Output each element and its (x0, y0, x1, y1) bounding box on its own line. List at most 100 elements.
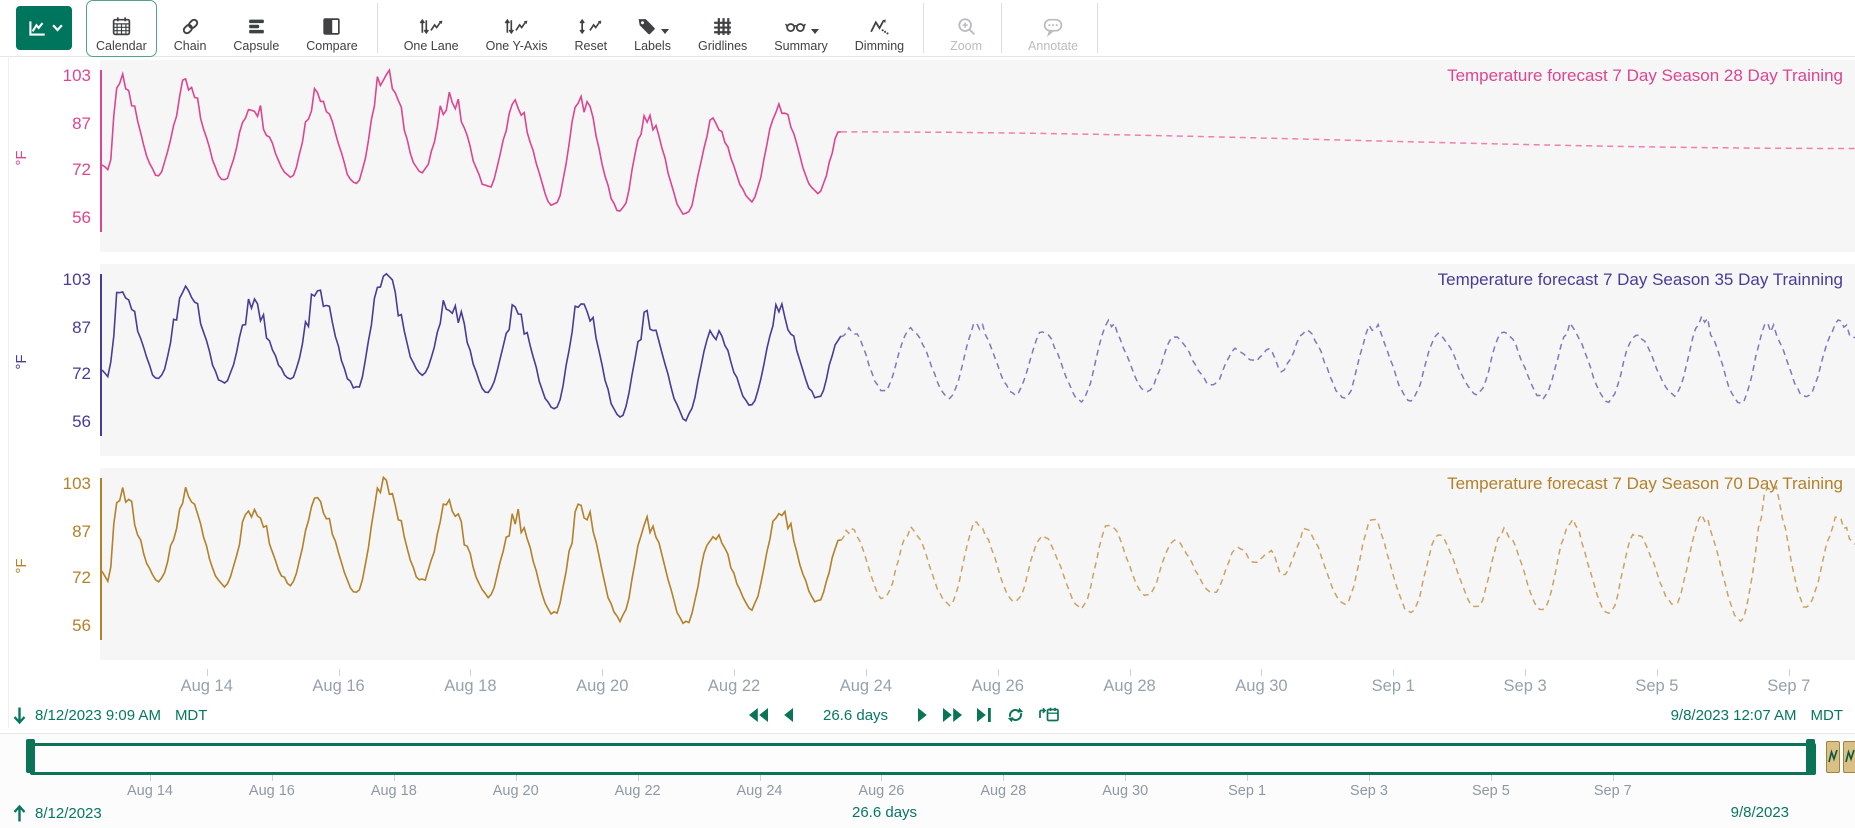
investigate-end-date[interactable]: 9/8/2023 (1730, 804, 1789, 821)
copy-range-to-calendar-icon (1039, 707, 1059, 722)
y-axis-tick-label: 56 (72, 615, 91, 635)
historical-signal-line[interactable] (100, 272, 842, 423)
view-selector-button[interactable] (16, 6, 72, 50)
investigate-range-duration[interactable]: 26.6 days (852, 804, 918, 821)
y-axis-tick-label: 56 (72, 411, 91, 431)
forecast-signal-line[interactable] (840, 485, 1855, 623)
toolbar-separator (1001, 3, 1003, 53)
reset-button-label: Reset (574, 38, 608, 53)
chevron-down-icon (51, 24, 63, 32)
x-axis-label: Aug 30 (1235, 677, 1288, 695)
y-axis-tick-label: 72 (72, 159, 91, 179)
scrollbar-axis-tick (150, 775, 151, 781)
forecast-signal-line[interactable] (840, 314, 1855, 404)
x-axis-label: Aug 14 (180, 677, 233, 695)
compare-button[interactable]: Compare (296, 0, 367, 57)
x-axis-label: Aug 20 (576, 677, 629, 695)
start-datetime[interactable]: 8/12/2023 9:09 AM (35, 706, 161, 724)
y-axis-tick-label: 87 (72, 522, 91, 542)
scrollbar-left-handle[interactable] (26, 739, 35, 773)
mini-trend-icon (1826, 741, 1840, 773)
arrow-down-icon (13, 707, 26, 724)
annotate-button: Annotate (1018, 0, 1088, 57)
chart-plot-area-35-day[interactable] (100, 264, 1855, 456)
summary-button[interactable]: Summary (764, 0, 837, 57)
one-y-axis-button[interactable]: One Y-Axis (476, 0, 558, 57)
y-axis-35-day: °F 103 87 72 56 (0, 260, 100, 464)
capsule-icon (248, 19, 264, 34)
scrollbar-axis-label: Aug 30 (1102, 783, 1149, 799)
fast-forward-icon (943, 708, 963, 722)
step-to-end-button[interactable] (976, 706, 993, 724)
lane-forecast-70-day[interactable]: °F 103 87 72 56 Temperature forecast 7 Day … (0, 464, 1855, 668)
reset-button[interactable]: Reset (564, 0, 617, 57)
x-axis-tick (1129, 669, 1131, 676)
scrollbar-axis-tick (1612, 775, 1614, 781)
dimming-icon (870, 19, 889, 35)
lane-forecast-28-day[interactable]: °F 103 87 72 56 Temperature forecast 7 Day … (0, 56, 1855, 260)
annotate-button-label: Annotate (1028, 38, 1079, 53)
step-forward-icon (918, 708, 927, 722)
y-axis-unit: °F (13, 150, 31, 166)
x-axis-tick (865, 669, 867, 676)
scrollbar-axis-tick (1125, 775, 1127, 781)
refresh-button[interactable] (1006, 706, 1025, 724)
scrollbar-axis-label: Sep 5 (1471, 783, 1510, 799)
full-range-button[interactable] (1826, 741, 1855, 773)
x-axis-label: Sep 5 (1635, 677, 1679, 695)
scrollbar-right-handle[interactable] (1806, 739, 1815, 773)
x-axis-tick (1261, 669, 1263, 676)
time-scrollbar[interactable] (30, 743, 1816, 775)
compare-icon (323, 18, 341, 35)
chain-button[interactable]: Chain (164, 0, 217, 57)
dimming-button[interactable]: Dimming (845, 0, 914, 57)
time-step-controls: 26.6 days (748, 701, 1060, 729)
x-axis-label: Aug 22 (707, 677, 761, 695)
end-datetime[interactable]: 9/8/2023 12:07 AM (1670, 706, 1797, 724)
one-lane-button[interactable]: One Lane (394, 0, 469, 57)
scrollbar-axis-label: Aug 16 (248, 783, 295, 799)
capsule-button-label: Capsule (233, 38, 280, 53)
investigate-range-start[interactable]: 8/12/2023 (12, 804, 102, 823)
labels-button[interactable]: Labels (624, 0, 681, 57)
x-axis-tick (1393, 669, 1395, 676)
gridlines-button[interactable]: Gridlines (688, 0, 757, 57)
chart-plot-area-70-day[interactable] (100, 468, 1855, 660)
compare-button-label: Compare (306, 38, 358, 53)
step-forward-full-button[interactable] (942, 706, 963, 724)
forecast-signal-line[interactable] (840, 131, 1855, 150)
zoom-button-label: Zoom (950, 38, 983, 53)
scrollbar-axis-tick (881, 775, 883, 781)
trend-chart-svg (100, 67, 1855, 232)
display-range-start[interactable]: 8/12/2023 9:09 AM MDT (12, 701, 207, 729)
step-back-half-button[interactable] (782, 706, 794, 724)
investigate-start-date[interactable]: 8/12/2023 (35, 805, 102, 822)
time-axis[interactable]: Aug 14 Aug 16 Aug 18 Aug 20 Aug 22 Aug 24 Aug … (0, 668, 1855, 702)
calendar-button[interactable]: Calendar (86, 0, 157, 57)
capsule-button[interactable]: Capsule (223, 0, 289, 57)
step-forward-half-button[interactable] (917, 706, 929, 724)
series-title-70-day[interactable]: Temperature forecast 7 Day Season 70 Day… (1447, 474, 1843, 493)
scrollbar-axis-tick (1490, 775, 1492, 781)
historical-signal-line[interactable] (100, 67, 841, 216)
reset-icon (579, 18, 602, 35)
chart-plot-area-28-day[interactable] (100, 60, 1855, 252)
scrollbar-axis-tick (1369, 775, 1370, 781)
display-range-duration[interactable]: 26.6 days (823, 706, 889, 724)
lane-forecast-35-day[interactable]: °F 103 87 72 56 Temperature forecast 7 Day … (0, 260, 1855, 464)
toolbar-separator (923, 3, 925, 53)
scrollbar-axis-label: Sep 3 (1350, 783, 1388, 799)
x-axis-tick (338, 669, 340, 676)
x-axis-tick (734, 669, 736, 676)
historical-signal-line[interactable] (100, 475, 842, 625)
series-title-35-day[interactable]: Temperature forecast 7 Day Season 35 Day… (1437, 270, 1843, 289)
display-range-end[interactable]: 9/8/2023 12:07 AM MDT (1671, 701, 1843, 729)
copy-range-button[interactable] (1038, 705, 1060, 725)
x-axis-label: Aug 24 (839, 677, 893, 695)
x-axis-tick (1656, 669, 1658, 676)
x-axis-label: Sep 3 (1503, 677, 1547, 695)
series-title-28-day[interactable]: Temperature forecast 7 Day Season 28 Day… (1447, 66, 1843, 85)
step-back-full-button[interactable] (748, 706, 769, 724)
y-axis-tick-label: 72 (72, 567, 91, 587)
scrollbar-axis-label: Aug 22 (614, 783, 661, 799)
